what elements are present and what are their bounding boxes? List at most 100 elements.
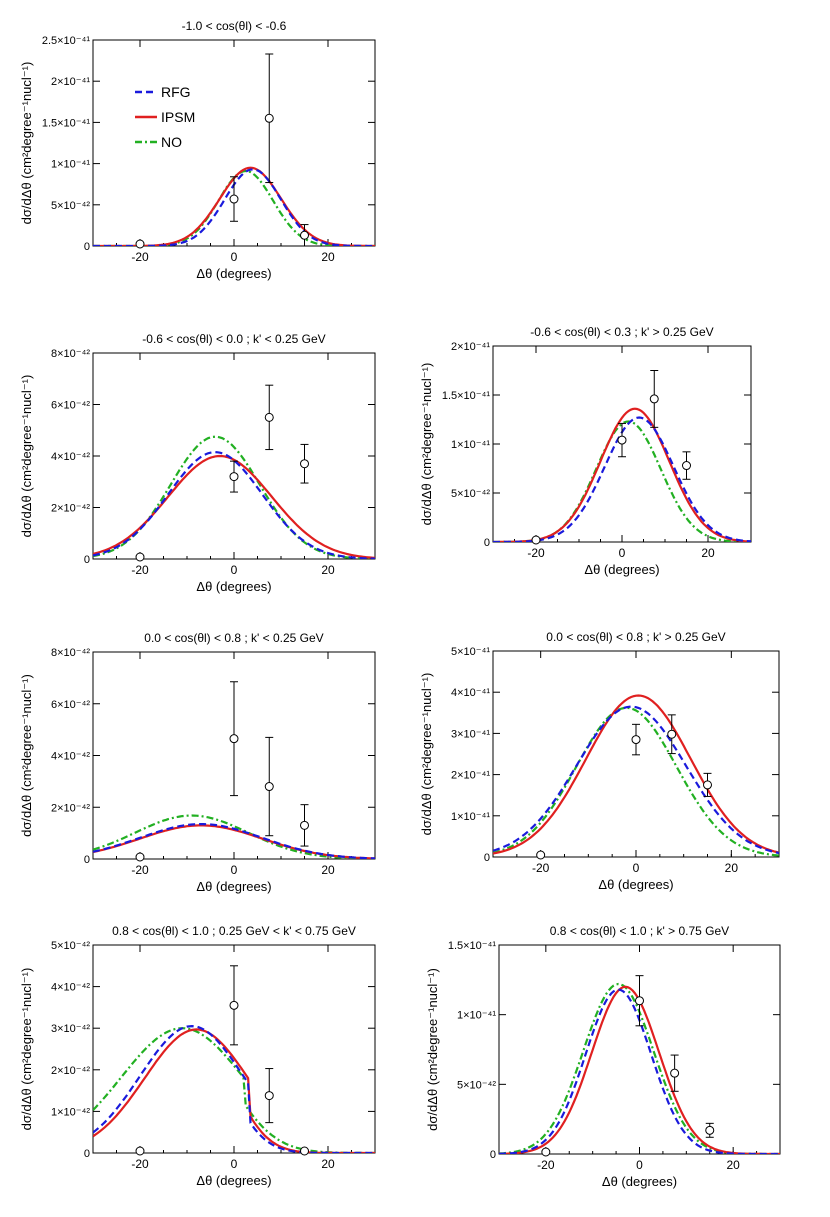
x-tick-label: 0 [619,546,626,560]
y-tick-label: 8×10⁻⁴² [51,348,90,360]
series-line-rfg [93,450,375,559]
chart-panel-7: 0.8 < cos(θl) < 1.0 ; k' > 0.75 GeV -20 0 2… [425,924,781,1189]
x-tick-label: 0 [231,1157,238,1171]
data-point [705,1125,715,1135]
y-tick-label: 4×10⁻⁴² [51,451,90,463]
y-tick-label: 4×10⁻⁴² [51,751,90,763]
y-tick-label: 6×10⁻⁴² [51,400,90,412]
data-point [135,852,145,862]
x-tick-label: 0 [636,1158,643,1172]
chart-title: -0.6 < cos(θl) < 0.3 ; k' > 0.25 GeV [530,325,713,339]
x-axis-label: Δθ (degrees) [196,1173,271,1188]
y-tick-label: 2×10⁻⁴² [51,1065,90,1077]
series-line-ipsm [493,694,779,855]
y-tick-label: 2×10⁻⁴¹ [451,341,490,353]
x-tick-label: 20 [321,863,335,877]
x-tick-label: -20 [532,861,550,875]
data-point [541,1147,551,1157]
data-point [264,412,274,422]
y-axis-label: dσ/dΔθ (cm²degree⁻¹nucl⁻¹) [419,673,434,836]
chart-title: 0.0 < cos(θl) < 0.8 ; k' > 0.25 GeV [546,630,725,644]
data-point [531,535,541,545]
x-tick-label: 0 [633,861,640,875]
y-tick-label: 2×10⁻⁴² [51,503,90,515]
y-tick-label: 1.5×10⁻⁴¹ [442,390,490,402]
y-axis-label: dσ/dΔθ (cm²degree⁻¹nucl⁻¹) [419,363,434,526]
y-tick-label: 0 [84,1148,90,1160]
x-tick-label: -20 [527,546,545,560]
x-tick-label: -20 [131,863,149,877]
data-point [649,394,659,404]
x-tick-label: 0 [231,863,238,877]
data-point [300,1146,309,1156]
chart-panel-4: 0.0 < cos(θl) < 0.8 ; k' < 0.25 GeV -20 0 2… [19,631,376,894]
series-line-rfg [93,1024,375,1153]
x-tick-label: 0 [231,563,238,577]
y-tick-label: 0 [484,537,490,549]
data-point [617,435,627,445]
plot-frame [92,352,376,560]
data-point [264,782,274,792]
y-tick-label: 1.5×10⁻⁴¹ [448,940,496,952]
x-tick-label: 20 [321,563,335,577]
x-axis-label: Δθ (degrees) [598,877,673,892]
x-tick-label: 20 [321,1157,335,1171]
x-tick-label: 20 [321,250,335,264]
data-point [667,729,677,739]
y-tick-label: 0 [490,1149,496,1161]
series-line-rfg [93,823,375,859]
data-point [229,472,239,482]
x-tick-label: -20 [537,1158,555,1172]
y-tick-label: 3×10⁻⁴¹ [451,728,490,740]
chart-title: 0.8 < cos(θl) < 1.0 ; 0.25 GeV < k' < 0.… [112,924,356,938]
data-point [635,996,644,1006]
data-point [300,230,309,240]
data-point [135,552,145,562]
y-tick-label: 0 [484,852,490,864]
y-tick-label: 5×10⁻⁴² [51,200,90,212]
y-axis-label: dσ/dΔθ (cm²degree⁻¹nucl⁻¹) [19,62,34,225]
series-line-no [93,169,375,246]
y-axis-label: dσ/dΔθ (cm²degree⁻¹nucl⁻¹) [425,968,440,1131]
data-point [264,113,274,123]
legend-label-no: NO [161,134,182,150]
y-tick-label: 5×10⁻⁴² [51,940,90,952]
legend-label-rfg: RFG [161,84,191,100]
y-tick-label: 1.5×10⁻⁴¹ [42,117,90,129]
data-point [135,1146,145,1156]
data-point [229,1000,239,1010]
y-tick-label: 2×10⁻⁴² [51,802,90,814]
x-tick-label: 0 [231,250,238,264]
y-tick-label: 1×10⁻⁴¹ [451,439,490,451]
x-tick-label: 20 [726,1158,740,1172]
x-tick-label: -20 [131,563,149,577]
y-tick-label: 5×10⁻⁴¹ [451,646,490,658]
data-point [703,780,712,790]
chart-panel-6: 0.8 < cos(θl) < 1.0 ; 0.25 GeV < k' < 0.… [19,924,376,1188]
x-tick-label: -20 [131,1157,149,1171]
chart-title: -0.6 < cos(θl) < 0.0 ; k' < 0.25 GeV [142,332,325,346]
data-point [229,734,239,744]
y-axis-label: dσ/dΔθ (cm²degree⁻¹nucl⁻¹) [19,375,34,538]
y-tick-label: 3×10⁻⁴² [51,1023,90,1035]
y-tick-label: 0 [84,554,90,566]
data-point [300,820,309,830]
chart-title: -1.0 < cos(θl) < -0.6 [182,19,287,33]
y-tick-label: 1×10⁻⁴¹ [451,811,490,823]
data-point [631,735,641,745]
y-axis-label: dσ/dΔθ (cm²degree⁻¹nucl⁻¹) [19,674,34,837]
y-tick-label: 1×10⁻⁴¹ [457,1010,496,1022]
y-tick-label: 0 [84,854,90,866]
y-tick-label: 0 [84,241,90,253]
series-line-no [93,814,375,859]
y-tick-label: 8×10⁻⁴² [51,647,90,659]
y-tick-label: 5×10⁻⁴² [451,488,490,500]
y-axis-label: dσ/dΔθ (cm²degree⁻¹nucl⁻¹) [19,968,34,1131]
y-tick-label: 6×10⁻⁴² [51,699,90,711]
x-axis-label: Δθ (degrees) [196,266,271,281]
y-tick-label: 2×10⁻⁴¹ [51,76,90,88]
x-tick-label: -20 [131,250,149,264]
y-tick-label: 5×10⁻⁴² [457,1079,496,1091]
data-point [670,1068,680,1078]
y-tick-label: 4×10⁻⁴² [51,982,90,994]
